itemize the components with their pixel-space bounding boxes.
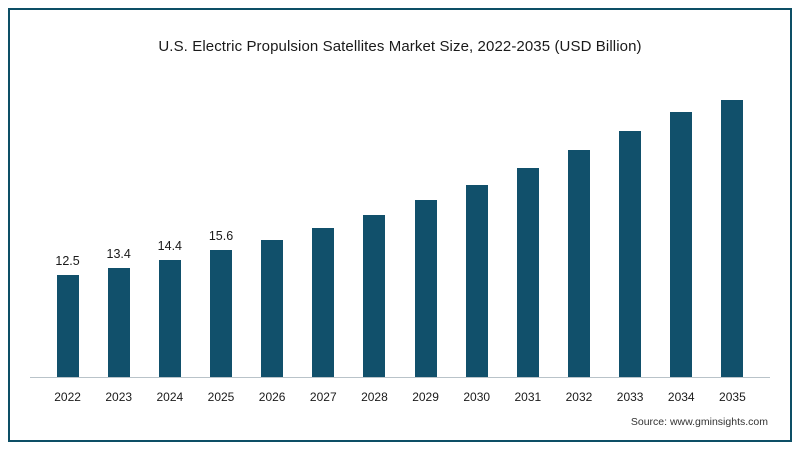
plot-area: 12.5 13.4 14.4 15.6 <box>30 80 770 378</box>
bar-column: 15.6 <box>195 80 246 378</box>
bar-column <box>502 80 553 378</box>
bar[interactable] <box>261 240 284 378</box>
bar-value-label: 13.4 <box>106 247 131 261</box>
x-tick-label: 2035 <box>719 390 746 404</box>
bar-column <box>247 80 298 378</box>
bar-column <box>707 80 758 378</box>
bar-column <box>656 80 707 378</box>
bar[interactable] <box>516 168 539 378</box>
bar-column <box>349 80 400 378</box>
x-axis-labels: 2022 2023 2024 2025 2026 2027 2028 2029 … <box>30 390 770 404</box>
bar-column: 14.4 <box>144 80 195 378</box>
bar-column: 13.4 <box>93 80 144 378</box>
x-tick-label: 2032 <box>565 390 593 404</box>
bar-column <box>298 80 349 378</box>
bar[interactable] <box>56 275 79 378</box>
x-tick-label: 2026 <box>258 390 286 404</box>
x-tick-label: 2034 <box>667 390 695 404</box>
x-tick-label: 2024 <box>156 390 184 404</box>
bar-column <box>400 80 451 378</box>
bar[interactable] <box>363 215 386 378</box>
x-tick-label: 2025 <box>207 390 235 404</box>
x-tick-label: 2033 <box>616 390 644 404</box>
bar[interactable] <box>414 200 437 378</box>
bar-value-label: 15.6 <box>208 229 234 243</box>
bar[interactable] <box>619 131 642 378</box>
bar[interactable] <box>312 228 335 378</box>
bar-series: 12.5 13.4 14.4 15.6 <box>30 80 770 378</box>
chart-frame: U.S. Electric Propulsion Satellites Mark… <box>8 8 792 442</box>
bar[interactable] <box>158 260 181 378</box>
bar[interactable] <box>107 268 130 378</box>
bar-column <box>605 80 656 378</box>
source-attribution: Source: www.gminsights.com <box>630 416 768 428</box>
x-tick-label: 2028 <box>361 390 388 404</box>
x-tick-label: 2030 <box>463 390 491 404</box>
x-tick-label: 2022 <box>54 390 81 404</box>
x-tick-label: 2027 <box>309 390 337 404</box>
bar[interactable] <box>567 150 590 378</box>
page-title: U.S. Electric Propulsion Satellites Mark… <box>158 38 642 55</box>
x-axis-line <box>30 377 770 378</box>
x-tick-label: 2029 <box>412 390 439 404</box>
x-tick-label: 2031 <box>514 390 542 404</box>
bar-column <box>451 80 502 378</box>
bar[interactable] <box>721 100 744 378</box>
bar-column <box>553 80 604 378</box>
bar-value-label: 12.5 <box>55 254 80 268</box>
bar[interactable] <box>209 250 232 378</box>
bar[interactable] <box>465 185 488 378</box>
bar[interactable] <box>670 112 693 378</box>
bar-column: 12.5 <box>42 80 93 378</box>
bar-value-label: 14.4 <box>157 239 183 253</box>
x-tick-label: 2023 <box>105 390 133 404</box>
